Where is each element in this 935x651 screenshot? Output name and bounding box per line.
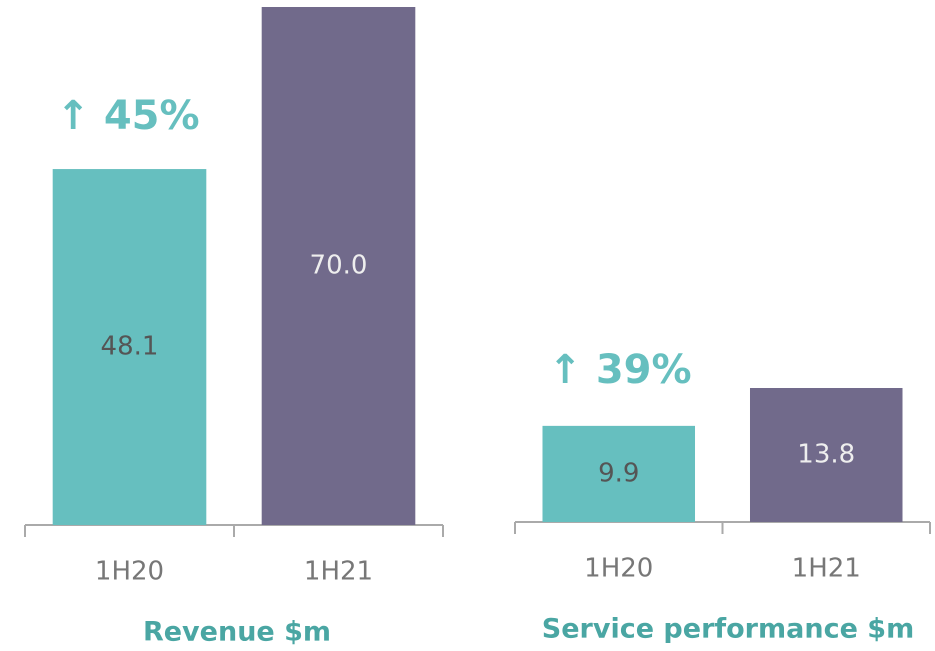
annotation: ↑ 45% [56, 93, 199, 139]
bar [261, 7, 416, 525]
annotation: ↑ 39% [548, 347, 691, 393]
x-tick-label: 1H21 [792, 554, 861, 584]
bar [749, 388, 903, 522]
x-tick-label: 1H20 [584, 554, 653, 584]
x-tick-label: 1H20 [95, 557, 164, 587]
value-label: 48.1 [101, 332, 159, 362]
value-label: 13.8 [797, 440, 855, 470]
bar [52, 169, 207, 525]
value-label: 70.0 [310, 251, 368, 281]
chart-title: Service performance $m [542, 614, 914, 645]
bar [542, 425, 696, 522]
chart-title: Revenue $m [143, 617, 331, 648]
x-tick-label: 1H21 [304, 557, 373, 587]
value-label: 9.9 [598, 458, 639, 488]
